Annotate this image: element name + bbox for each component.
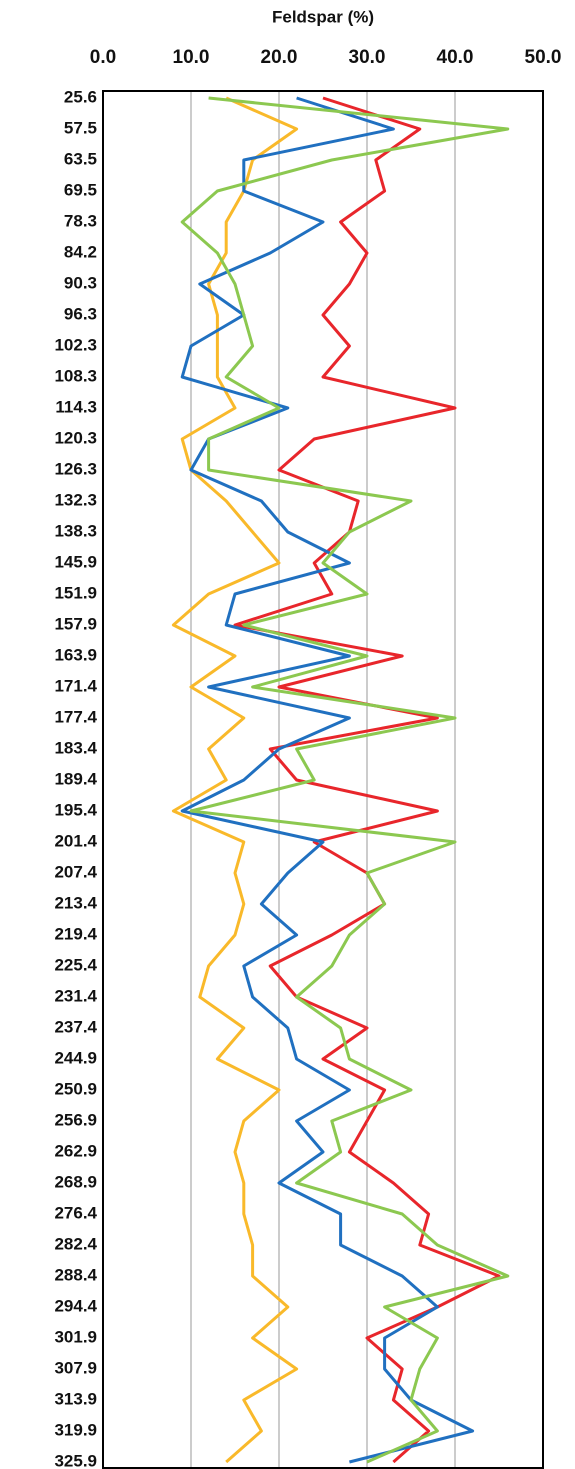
y-tick-label: 132.3 [54, 490, 97, 509]
x-tick-label: 10.0 [173, 47, 210, 68]
y-tick-label: 250.9 [54, 1079, 97, 1098]
y-tick-label: 126.3 [54, 459, 97, 478]
plot-frame [102, 90, 544, 1469]
y-tick-label: 201.4 [54, 831, 97, 850]
y-tick-label: 114.3 [55, 397, 97, 416]
series-line [180, 96, 475, 1464]
y-tick-label: 25.6 [64, 87, 97, 106]
y-tick-label: 163.9 [54, 645, 97, 664]
y-tick-label: 307.9 [54, 1358, 97, 1377]
y-tick-label: 276.4 [54, 1203, 97, 1222]
y-tick-label: 138.3 [54, 521, 97, 540]
y-tick-label: 183.4 [54, 738, 97, 757]
y-tick-label: 282.4 [54, 1234, 97, 1253]
y-tick-label: 57.5 [64, 118, 97, 137]
y-tick-label: 225.4 [54, 955, 97, 974]
x-tick-label: 40.0 [437, 47, 474, 68]
y-tick-label: 207.4 [54, 862, 97, 881]
y-tick-label: 84.2 [64, 242, 97, 261]
y-tick-label: 231.4 [54, 986, 97, 1005]
y-tick-label: 157.9 [54, 614, 97, 633]
y-tick-label: 78.3 [64, 211, 97, 230]
y-tick-label: 213.4 [54, 893, 97, 912]
y-tick-label: 325.9 [54, 1451, 97, 1469]
y-tick-label: 219.4 [54, 924, 97, 943]
series-line [233, 96, 501, 1464]
y-tick-label: 301.9 [54, 1327, 97, 1346]
y-tick-label: 177.4 [54, 707, 97, 726]
y-tick-label: 313.9 [54, 1389, 97, 1408]
series-line [171, 96, 299, 1464]
y-tick-label: 189.4 [54, 769, 97, 788]
y-tick-label: 256.9 [54, 1110, 97, 1129]
y-tick-label: 195.4 [54, 800, 97, 819]
x-tick-label: 50.0 [525, 47, 562, 68]
x-tick-label: 30.0 [349, 47, 386, 68]
y-tick-label: 171.4 [54, 676, 97, 695]
y-tick-label: 120.3 [54, 428, 97, 447]
y-tick-label: 294.4 [54, 1296, 97, 1315]
y-tick-label: 319.9 [54, 1420, 97, 1439]
x-tick-label: 20.0 [261, 47, 298, 68]
y-tick-label: 102.3 [54, 335, 97, 354]
y-tick-label: 96.3 [64, 304, 97, 323]
y-tick-label: 151.9 [54, 583, 97, 602]
x-tick-label: 0.0 [90, 47, 116, 68]
y-tick-label: 90.3 [64, 273, 97, 292]
y-tick-label: 262.9 [54, 1141, 97, 1160]
y-tick-label: 244.9 [54, 1048, 97, 1067]
series-line [180, 96, 510, 1464]
y-tick-label: 288.4 [54, 1265, 97, 1284]
y-tick-label: 63.5 [64, 149, 97, 168]
y-tick-label: 268.9 [54, 1172, 97, 1191]
y-tick-label: 69.5 [64, 180, 97, 199]
y-tick-label: 237.4 [54, 1017, 97, 1036]
y-tick-label: 108.3 [54, 366, 97, 385]
x-axis-title: Feldspar (%) [272, 7, 374, 26]
y-tick-label: 145.9 [54, 552, 97, 571]
